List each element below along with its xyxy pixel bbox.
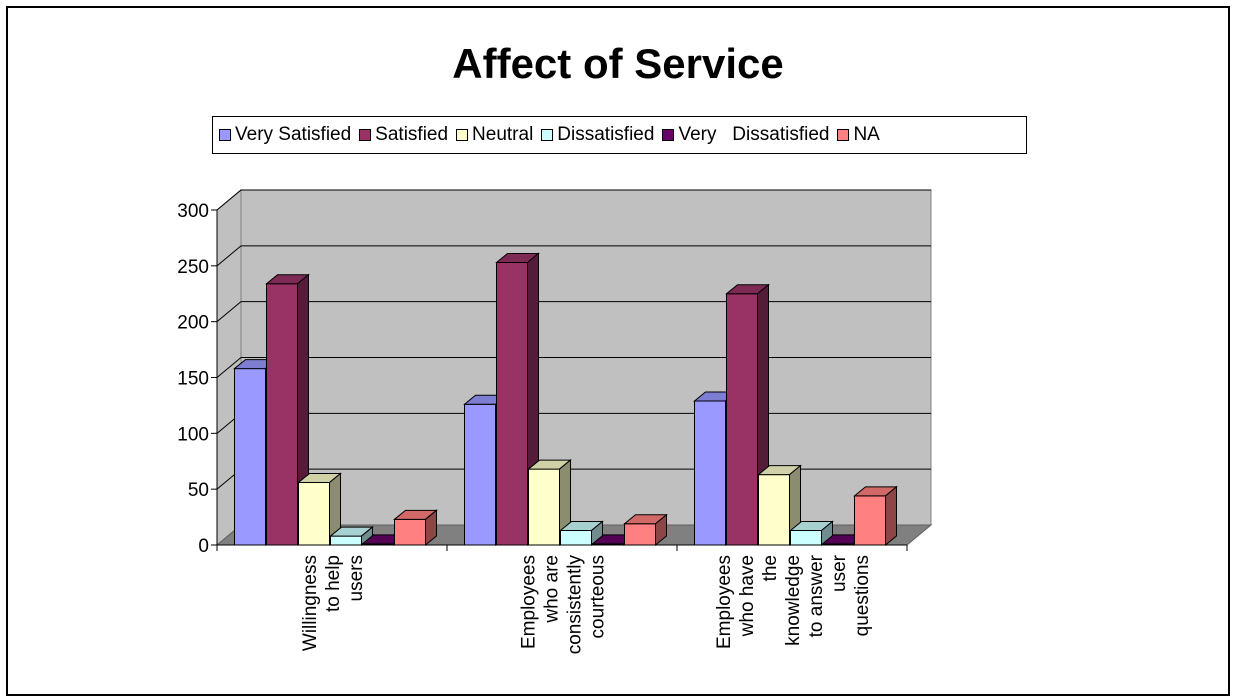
- x-category-label-line: Willingness: [300, 555, 321, 651]
- axes: [211, 209, 908, 551]
- gridline: [216, 245, 931, 267]
- legend-swatch: [541, 129, 554, 141]
- x-category-label-line: to help: [323, 555, 344, 612]
- x-category-label-line: user: [829, 554, 850, 592]
- bar: [853, 485, 898, 547]
- bar: [297, 472, 342, 547]
- chart-title: Affect of Service: [452, 40, 784, 87]
- gridlines: [216, 189, 931, 490]
- legend-label: Dissatisfied: [557, 124, 655, 145]
- bar: [559, 520, 604, 547]
- y-tick-label: 100: [177, 424, 209, 445]
- y-tick-label: 150: [177, 369, 209, 390]
- x-category-label-line: consistently: [565, 555, 586, 655]
- y-tick-label: 50: [188, 480, 209, 501]
- x-category-label-line: questions: [852, 555, 873, 636]
- x-category-label-line: who have: [737, 555, 758, 637]
- bar: [527, 459, 572, 547]
- legend-swatch: [219, 129, 231, 141]
- x-category-label-line: to answer: [806, 554, 827, 637]
- bar: [623, 513, 668, 547]
- bar: [393, 509, 438, 547]
- x-category-label-line: knowledge: [783, 555, 804, 646]
- x-category-label: Employees who are consistently courteous: [519, 555, 609, 655]
- x-category-label-line: Employees: [714, 555, 735, 649]
- x-category-label-line: Employees: [519, 555, 540, 649]
- x-category-labels: Willingness to help users Employees who are c…: [300, 554, 873, 654]
- legend: Very Satisfied Satisfied Neutral Dissatisfi…: [212, 116, 1027, 154]
- legend-item: Dissatisfied: [541, 124, 654, 146]
- y-tick-label: 200: [177, 313, 209, 334]
- legend-label: Very Dissatisfied: [678, 124, 830, 145]
- gridline: [216, 301, 931, 323]
- x-category-label-line: the: [760, 555, 781, 581]
- y-tick-label: 250: [177, 257, 209, 278]
- legend-item: Very Dissatisfied: [662, 124, 829, 146]
- y-tick-label: 0: [198, 536, 209, 557]
- y-tick-label: 300: [177, 201, 209, 222]
- legend-swatch: [359, 129, 372, 141]
- legend-swatch: [837, 129, 850, 141]
- legend-swatch: [456, 129, 469, 141]
- bar: [265, 273, 310, 547]
- legend-item: Satisfied: [359, 124, 448, 146]
- gridline: [216, 189, 931, 211]
- bars: [233, 252, 898, 547]
- legend-label: Satisfied: [375, 124, 449, 145]
- x-category-label: Employees who have the knowledge to answer us…: [714, 554, 873, 649]
- x-category-label-line: users: [346, 555, 367, 601]
- gridline: [216, 357, 931, 378]
- x-category-label-line: who are: [542, 555, 563, 624]
- y-tick-labels: 0 50 100 150 200 250 300: [177, 201, 209, 557]
- legend-swatch: [662, 129, 675, 141]
- legend-label: Neutral: [472, 124, 534, 145]
- x-category-label-line: courteous: [588, 555, 609, 638]
- legend-label: NA: [853, 124, 880, 145]
- legend-item: NA: [837, 124, 880, 146]
- x-category-label: Willingness to help users: [300, 555, 367, 651]
- legend-label: Very Satisfied: [235, 124, 352, 145]
- legend-item: Very Satisfied: [219, 124, 351, 146]
- legend-item: Neutral: [456, 124, 533, 146]
